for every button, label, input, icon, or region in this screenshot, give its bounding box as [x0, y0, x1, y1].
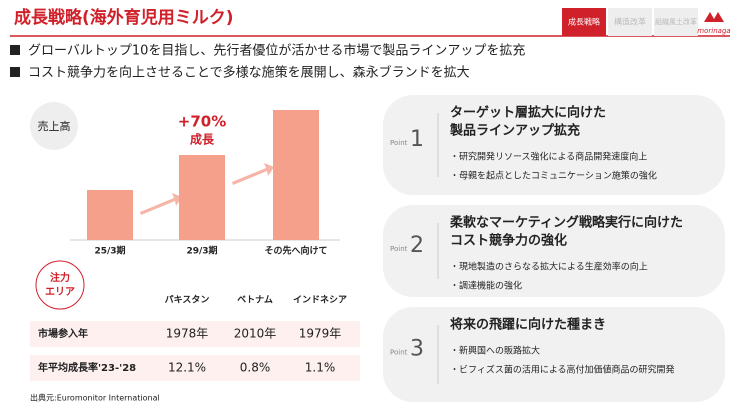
annotation: 成長 [190, 132, 215, 147]
bar [179, 155, 225, 240]
badge-text: 注力 [50, 271, 70, 284]
point-title: 将来の飛躍に向けた種まき [450, 317, 606, 333]
point-item: ・調達機能の強化 [450, 280, 522, 292]
arrow [140, 193, 182, 215]
cell: 1.1% [305, 361, 336, 375]
point-title: 製品ラインアップ拡充 [449, 123, 580, 139]
point-title: コスト競争力の強化 [450, 233, 567, 249]
column-header: インドネシア [293, 295, 347, 306]
bullet-square [10, 45, 20, 55]
badge [35, 260, 85, 310]
category-label: 29/3期 [186, 245, 217, 257]
tab[interactable]: 組織風土改革 [655, 17, 697, 26]
point-item: ・研究開発リソース強化による商品開発速度向上 [450, 151, 647, 163]
cell: 1978年 [166, 327, 209, 341]
column-header: パキスタン [165, 294, 210, 306]
point-item: ・ビフィズス菌の活用による高付加価値商品の研究開発 [450, 364, 675, 376]
cell: 0.8% [240, 361, 271, 375]
point-label: Point [390, 245, 408, 253]
chart-label-bg [30, 102, 78, 150]
point-title: 柔軟なマーケティング戦略実行に向けた [449, 215, 683, 231]
cell: 12.1% [168, 361, 206, 375]
row-bg [30, 321, 360, 347]
badge-text: エリア [45, 286, 75, 298]
arrow [232, 163, 274, 185]
tab[interactable]: 構造改革 [614, 17, 646, 27]
chart-label: 売上高 [38, 119, 71, 133]
point-box [383, 95, 725, 195]
bullet-square [10, 67, 20, 77]
cell: 2010年 [234, 327, 277, 341]
column-header: ベトナム [237, 295, 273, 306]
point-label: Point [390, 139, 408, 147]
tab[interactable]: 成長戦略 [568, 17, 600, 27]
point-number: 2 [410, 233, 424, 258]
tab-bg[interactable] [608, 8, 652, 36]
point-box [383, 307, 725, 402]
category-label: 25/3期 [94, 245, 125, 257]
point-item: ・母親を起点としたコミュニケーション施策の強化 [450, 170, 657, 182]
logo-mark [704, 12, 724, 22]
point-label: Point [390, 349, 408, 357]
bar [87, 190, 133, 240]
point-item: ・現地製造のさらなる拡大による生産効率の向上 [450, 261, 648, 273]
point-number: 1 [410, 127, 424, 152]
tab-bg[interactable] [654, 8, 698, 36]
point-title: ターゲット層拡大に向けた [450, 105, 606, 121]
point-number: 3 [410, 337, 424, 362]
point-box [383, 205, 725, 297]
tab-active[interactable] [562, 8, 606, 36]
annotation: +70% [178, 113, 226, 131]
cell: 1979年 [299, 327, 342, 341]
bullet: コスト競争力を向上させることで多様な施策を展開し、森永ブランドを拡大 [28, 65, 470, 81]
row-label: 年平均成長率'23-'28 [38, 361, 136, 374]
point-item: ・新興国への販路拡大 [450, 345, 540, 357]
row-bg [30, 355, 360, 381]
logo: morinaga [697, 27, 730, 35]
category-label: その先へ向けて [264, 245, 327, 257]
bullet: グローバルトップ10を目指し、先行者優位が活かせる市場で製品ラインアップを拡充 [28, 43, 525, 59]
row-label: 市場参入年 [38, 327, 88, 340]
slide-title: 成長戦略(海外育児用ミルク) [14, 7, 234, 28]
bar [273, 110, 319, 240]
source: 出典元:Euromonitor International [30, 393, 160, 403]
